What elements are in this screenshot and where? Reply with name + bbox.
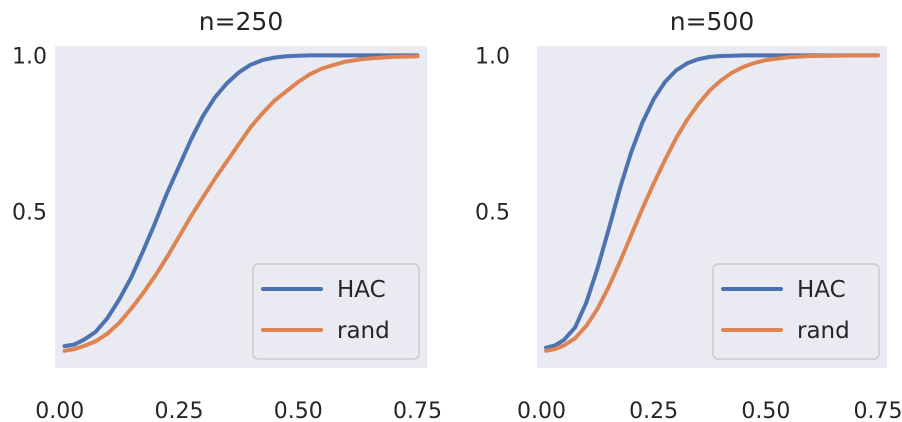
series-line-hac-n500 xyxy=(544,53,880,350)
subplot-n500: n=500 0.00 0.25 0.50 0.75 0.5 1.0 HAC rand xyxy=(475,7,902,422)
x-tick-label-n500: 0.25 xyxy=(629,399,678,422)
legend-n500: HAC rand xyxy=(712,263,880,360)
legend-label-hac-n500: HAC xyxy=(797,277,846,303)
subplot-n250: n=250 0.00 0.25 0.50 0.75 0.5 1.0 HAC rand xyxy=(12,7,442,422)
series-lines-n500 xyxy=(544,53,880,353)
chart-title-n500: n=500 xyxy=(670,7,755,36)
x-tick-label-n250: 0.25 xyxy=(155,399,204,422)
y-tick-label-n500: 0.5 xyxy=(475,201,510,226)
tick-labels-n250: 0.00 0.25 0.50 0.75 0.5 1.0 xyxy=(12,44,442,422)
series-lines-n250 xyxy=(62,53,420,353)
series-line-rand-n500 xyxy=(544,53,880,353)
x-tick-label-n250: 0.00 xyxy=(35,399,84,422)
x-tick-label-n500: 0.75 xyxy=(854,399,902,422)
legend-box-n500 xyxy=(712,263,880,360)
x-tick-label-n250: 0.75 xyxy=(393,399,442,422)
legend-label-rand-n500: rand xyxy=(797,318,850,344)
y-tick-label-n250: 1.0 xyxy=(12,44,47,69)
x-tick-label-n500: 0.00 xyxy=(517,399,566,422)
series-line-hac-n250 xyxy=(62,53,420,349)
chart-title-n250: n=250 xyxy=(199,7,284,36)
y-tick-label-n500: 1.0 xyxy=(475,44,510,69)
legend-n250: HAC rand xyxy=(252,263,420,360)
series-line-rand-n250 xyxy=(62,54,420,353)
legend-label-rand-n250: rand xyxy=(337,318,390,344)
x-tick-label-n500: 0.50 xyxy=(741,399,790,422)
legend-box-n250 xyxy=(252,263,420,360)
legend-label-hac-n250: HAC xyxy=(337,277,386,303)
x-tick-label-n250: 0.50 xyxy=(274,399,323,422)
y-tick-label-n250: 0.5 xyxy=(12,201,47,226)
tick-labels-n500: 0.00 0.25 0.50 0.75 0.5 1.0 xyxy=(475,44,902,422)
